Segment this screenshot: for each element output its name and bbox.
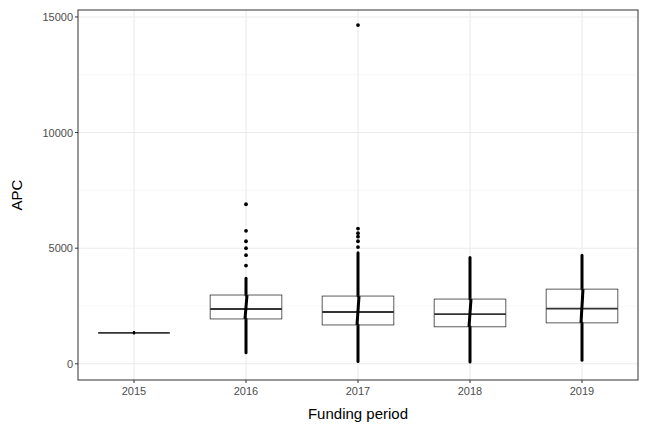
y-tick-label: 0 bbox=[67, 358, 73, 370]
outlier bbox=[244, 202, 248, 206]
outlier bbox=[356, 227, 360, 231]
whisker-high bbox=[469, 257, 472, 299]
grid-x bbox=[469, 10, 470, 380]
outlier bbox=[244, 229, 248, 233]
x-tick bbox=[470, 380, 471, 383]
x-tick bbox=[358, 380, 359, 383]
outlier bbox=[356, 23, 360, 27]
whisker-low bbox=[581, 323, 584, 360]
whisker-low bbox=[469, 327, 472, 362]
outlier bbox=[244, 239, 248, 243]
outlier bbox=[356, 239, 360, 243]
whisker-high bbox=[357, 253, 360, 296]
points-band bbox=[469, 299, 471, 327]
y-tick-label: 15000 bbox=[42, 11, 73, 23]
panel bbox=[78, 10, 638, 380]
x-tick-label: 2016 bbox=[234, 385, 258, 397]
x-tick bbox=[246, 380, 247, 383]
points-band bbox=[133, 331, 135, 334]
outlier bbox=[356, 231, 360, 235]
whisker-low bbox=[245, 319, 248, 353]
points-band bbox=[581, 289, 583, 323]
x-tick-label: 2015 bbox=[122, 385, 146, 397]
marks bbox=[98, 23, 618, 362]
median bbox=[98, 332, 170, 334]
y-tick bbox=[75, 363, 78, 364]
whisker-high bbox=[581, 255, 584, 289]
grid-x bbox=[245, 10, 246, 380]
y-tick-label: 5000 bbox=[49, 242, 73, 254]
grid-y bbox=[78, 363, 638, 364]
x-tick bbox=[134, 380, 135, 383]
y-tick bbox=[75, 16, 78, 17]
grid-y bbox=[78, 132, 638, 133]
whisker-high bbox=[245, 278, 248, 295]
box bbox=[210, 295, 282, 319]
y-axis-label: APC bbox=[8, 179, 25, 210]
grid-x bbox=[357, 10, 358, 380]
outlier bbox=[244, 264, 248, 268]
x-tick-label: 2018 bbox=[458, 385, 482, 397]
box bbox=[98, 332, 170, 333]
box bbox=[546, 289, 618, 323]
x-tick bbox=[582, 380, 583, 383]
grid-x bbox=[133, 10, 134, 380]
grid-x bbox=[581, 10, 582, 380]
grid-y bbox=[78, 16, 638, 17]
points-band bbox=[357, 296, 359, 325]
points-band bbox=[245, 295, 247, 319]
spacer bbox=[78, 363, 638, 364]
box bbox=[322, 296, 394, 325]
outlier bbox=[244, 246, 248, 250]
y-tick bbox=[75, 132, 78, 133]
chart: 0 5000 10000 15000 2015 2016 2017 2018 2019 Fundi… bbox=[0, 0, 648, 432]
x-tick-label: 2019 bbox=[570, 385, 594, 397]
outlier bbox=[244, 253, 248, 257]
outlier bbox=[356, 245, 360, 249]
whisker-low bbox=[357, 325, 360, 362]
y-tick-label: 10000 bbox=[42, 127, 73, 139]
outlier bbox=[356, 235, 360, 239]
x-tick-label: 2017 bbox=[346, 385, 370, 397]
panel-border bbox=[78, 10, 638, 380]
x-axis-label: Funding period bbox=[308, 405, 408, 422]
y-tick bbox=[75, 248, 78, 249]
box bbox=[434, 299, 506, 327]
